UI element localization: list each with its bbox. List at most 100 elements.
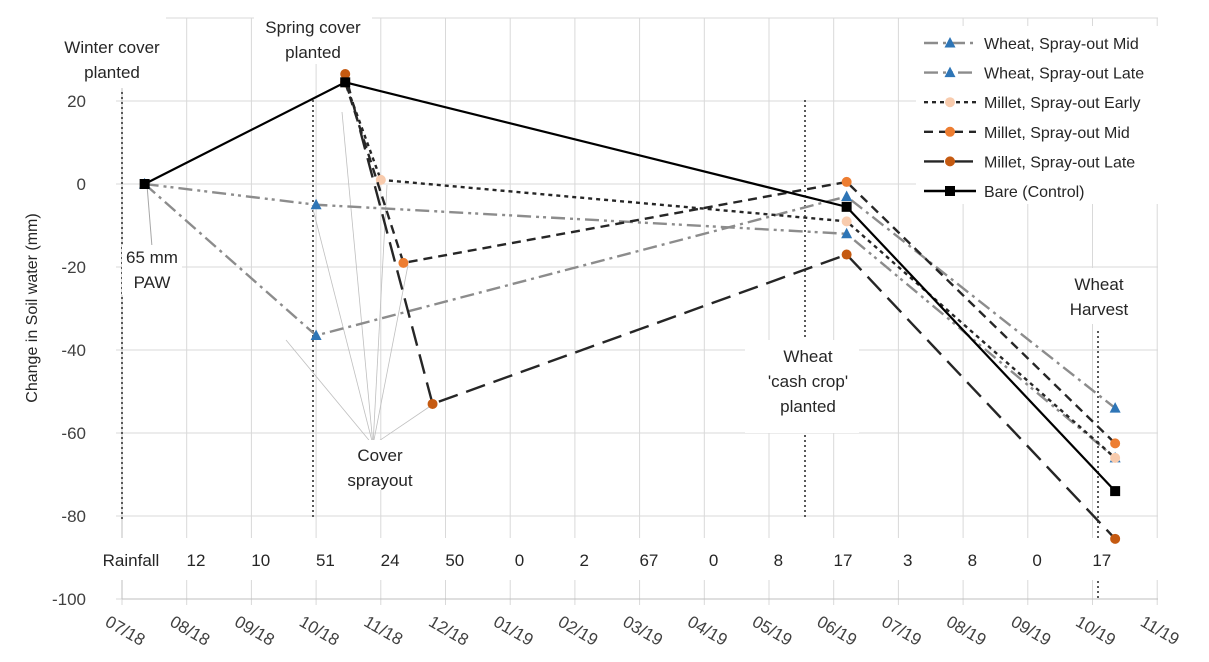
x-tick-label: 08/18 <box>167 612 213 650</box>
legend-label: Wheat, Spray-out Mid <box>984 36 1139 53</box>
x-tick-label: 07/19 <box>878 612 924 650</box>
annotation-wheat-harvest: Harvest <box>1070 300 1129 319</box>
x-tick-label: 11/19 <box>1137 612 1182 649</box>
sprayout-leader-line <box>372 184 388 446</box>
y-tick-label: -60 <box>61 424 86 443</box>
rainfall-row-bg <box>93 538 1158 580</box>
legend-label: Millet, Spray-out Early <box>984 95 1141 112</box>
x-tick-label: 10/19 <box>1073 612 1119 650</box>
legend-swatch-marker <box>945 186 955 196</box>
series-point <box>841 216 852 227</box>
rainfall-value: 0 <box>1032 551 1041 570</box>
sprayout-leader-line <box>372 404 433 446</box>
annotation-sprayout: sprayout <box>347 471 412 490</box>
sprayout-leader-line <box>285 339 374 446</box>
series-point <box>340 77 351 88</box>
legend-label: Wheat, Spray-out Late <box>984 66 1144 83</box>
x-tick-label: 09/18 <box>231 612 277 650</box>
series-line <box>344 81 1116 459</box>
rainfall-value: 51 <box>316 551 335 570</box>
annotation-wheat-cash-crop: planted <box>780 397 836 416</box>
series-point <box>1109 402 1121 413</box>
legend-bg <box>916 26 1158 204</box>
series-line <box>344 73 1117 540</box>
legend-swatch-marker <box>945 156 955 167</box>
x-tick-label: 05/19 <box>749 612 795 650</box>
rainfall-value: 3 <box>903 551 912 570</box>
x-tick-label: 12/18 <box>426 612 472 650</box>
x-tick-label: 11/18 <box>361 612 406 649</box>
annotation-winter-cover: Winter cover <box>64 38 160 57</box>
annotation-bg <box>1064 268 1156 324</box>
sprayout-leader-line <box>372 264 409 446</box>
rainfall-value: 50 <box>445 551 464 570</box>
annotation-bg <box>338 440 422 490</box>
series-point <box>1110 438 1121 449</box>
rainfall-value: 8 <box>774 551 783 570</box>
x-tick-label: 07/18 <box>102 612 148 650</box>
series-point <box>841 201 852 212</box>
series-point <box>841 190 853 201</box>
x-tick-label: 10/18 <box>296 612 342 650</box>
legend-swatch-marker <box>944 66 956 78</box>
annotation-bg <box>58 8 166 88</box>
series-line <box>144 81 1116 492</box>
series-point <box>1110 486 1121 497</box>
y-tick-label: -40 <box>61 341 86 360</box>
sprayout-leader-line <box>341 111 374 446</box>
rainfall-value: 17 <box>1092 551 1111 570</box>
legend-label: Millet, Spray-out Late <box>984 154 1135 171</box>
rainfall-value: 0 <box>515 551 524 570</box>
annotation-bg <box>254 14 372 64</box>
x-tick-label: 02/19 <box>555 612 601 650</box>
series-point <box>841 227 853 239</box>
x-tick-label: 08/19 <box>943 612 989 650</box>
x-tick-label: 01/19 <box>490 612 536 650</box>
legend-swatch-marker <box>945 126 955 137</box>
annotation-winter-cover: planted <box>84 63 140 82</box>
series-point <box>841 176 852 187</box>
x-tick-label: 03/19 <box>620 612 666 650</box>
legend-swatch-marker <box>945 97 955 108</box>
series-point <box>139 179 150 189</box>
series-point <box>427 398 438 409</box>
rainfall-value: 17 <box>834 551 853 570</box>
annotation-bg <box>745 340 859 433</box>
annotation-bg <box>122 245 182 295</box>
legend-label: Millet, Spray-out Mid <box>984 125 1130 142</box>
annotation-spring-cover: planted <box>285 43 341 62</box>
rainfall-value: 8 <box>968 551 977 570</box>
paw-leader-line <box>146 184 153 248</box>
rainfall-value: 0 <box>709 551 718 570</box>
rainfall-value: 24 <box>381 551 400 570</box>
x-tick-label: 04/19 <box>684 612 730 650</box>
annotation-spring-cover: Spring cover <box>265 18 361 37</box>
series-line <box>344 81 1116 445</box>
series-point <box>841 249 852 260</box>
y-tick-label: 0 <box>77 175 86 194</box>
y-tick-label: 20 <box>67 92 86 111</box>
rainfall-value: 12 <box>187 551 206 570</box>
series-line <box>143 183 1116 410</box>
y-tick-label: -20 <box>61 258 86 277</box>
y-tick-label: -80 <box>61 507 86 526</box>
rainfall-value: 2 <box>579 551 588 570</box>
legend-swatch-marker <box>944 37 956 48</box>
x-tick-label: 06/19 <box>814 612 860 650</box>
series-line <box>144 182 1116 459</box>
series-point <box>310 329 322 340</box>
series-point <box>398 257 409 268</box>
annotation-wheat-harvest: Wheat <box>1074 275 1123 294</box>
rainfall-value: 67 <box>639 551 658 570</box>
series-point <box>1110 533 1121 544</box>
annotation-paw: PAW <box>134 273 171 292</box>
legend-label: Bare (Control) <box>984 184 1084 201</box>
series-point <box>310 198 322 210</box>
annotation-wheat-cash-crop: 'cash crop' <box>768 372 848 391</box>
annotation-paw: 65 mm <box>126 248 178 267</box>
series-point <box>340 69 351 80</box>
x-tick-label: 09/19 <box>1008 612 1054 650</box>
annotation-sprayout: Cover <box>357 446 403 465</box>
